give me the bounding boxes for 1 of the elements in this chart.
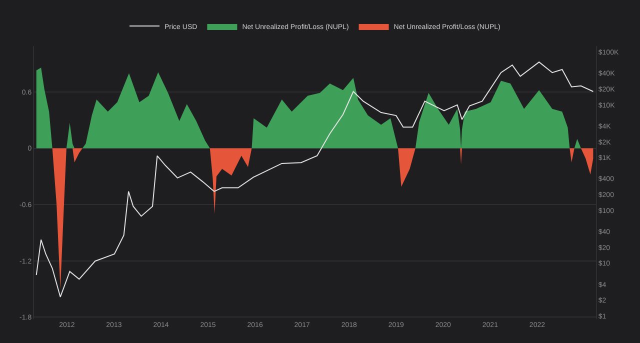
line-series — [36, 62, 594, 298]
